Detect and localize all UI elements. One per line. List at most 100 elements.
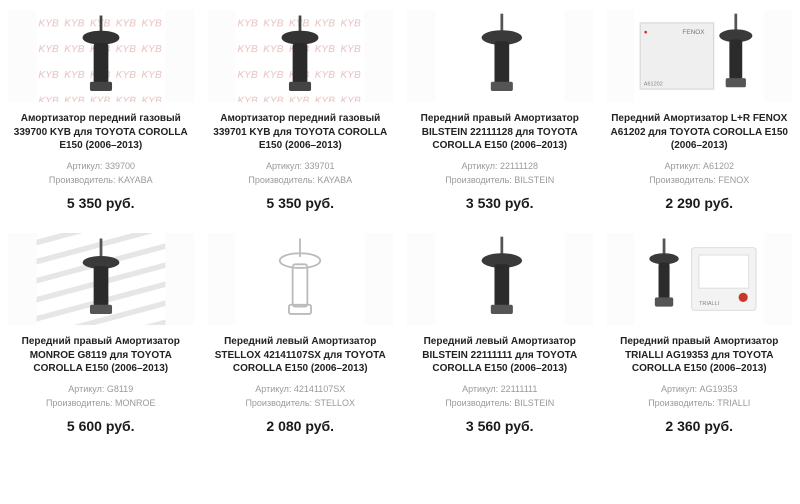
- manufacturer-label: Производитель:: [46, 398, 115, 408]
- sku-label: Артикул:: [68, 384, 107, 394]
- sku-value: AG19353: [700, 384, 738, 394]
- product-price: 5 600 руб.: [8, 418, 194, 434]
- manufacturer-label: Производитель:: [248, 175, 317, 185]
- product-manufacturer: Производитель: FENOX: [607, 174, 793, 188]
- product-sku: Артикул: 42141107SX: [208, 383, 394, 397]
- product-meta: Артикул: 42141107SXПроизводитель: STELLO…: [208, 383, 394, 410]
- product-card[interactable]: Передний левый Амортизатор STELLOX 42141…: [204, 227, 398, 444]
- manufacturer-label: Производитель:: [445, 398, 514, 408]
- product-card[interactable]: KYB Амортизатор передний газовый 339700 …: [4, 4, 198, 221]
- manufacturer-value: MONROE: [115, 398, 156, 408]
- price-value: 5 600: [67, 418, 102, 434]
- sku-label: Артикул:: [255, 384, 294, 394]
- sku-label: Артикул:: [661, 384, 700, 394]
- product-manufacturer: Производитель: TRIALLI: [607, 397, 793, 411]
- product-meta: Артикул: 22111111Производитель: BILSTEIN: [407, 383, 593, 410]
- product-manufacturer: Производитель: KAYABA: [8, 174, 194, 188]
- product-card[interactable]: KYB Амортизатор передний газовый 339701 …: [204, 4, 398, 221]
- product-price: 2 360 руб.: [607, 418, 793, 434]
- price-value: 5 350: [266, 195, 301, 211]
- sku-value: 22111128: [500, 161, 538, 171]
- manufacturer-value: KAYABA: [118, 175, 153, 185]
- product-sku: Артикул: A61202: [607, 160, 793, 174]
- manufacturer-value: BILSTEIN: [514, 398, 554, 408]
- product-sku: Артикул: 22111111: [407, 383, 593, 397]
- product-manufacturer: Производитель: KAYABA: [208, 174, 394, 188]
- price-currency: руб.: [700, 418, 733, 434]
- product-title[interactable]: Передний правый Амортизатор TRIALLI AG19…: [607, 335, 793, 377]
- svg-text:A61202: A61202: [644, 81, 663, 87]
- manufacturer-label: Производитель:: [245, 398, 314, 408]
- price-currency: руб.: [700, 195, 733, 211]
- product-card[interactable]: Передний левый Амортизатор BILSTEIN 2211…: [403, 227, 597, 444]
- product-card[interactable]: Передний правый Амортизатор BILSTEIN 221…: [403, 4, 597, 221]
- sku-value: 42141107SX: [294, 384, 345, 394]
- product-price: 2 290 руб.: [607, 195, 793, 211]
- product-price: 3 560 руб.: [407, 418, 593, 434]
- svg-text:●: ●: [644, 29, 648, 36]
- sku-value: 339701: [305, 161, 335, 171]
- product-meta: Артикул: G8119 Производитель: MONROE: [8, 383, 194, 410]
- product-title[interactable]: Передний правый Амортизатор BILSTEIN 221…: [407, 112, 593, 154]
- product-sku: Артикул: 339701: [208, 160, 394, 174]
- product-title[interactable]: Передний правый Амортизатор MONROE G8119…: [8, 335, 194, 377]
- product-title[interactable]: Передний Амортизатор L+R FENOX A61202 дл…: [607, 112, 793, 154]
- product-image: [8, 233, 194, 325]
- manufacturer-label: Производитель:: [649, 175, 718, 185]
- product-sku: Артикул: 22111128: [407, 160, 593, 174]
- price-value: 3 530: [466, 195, 501, 211]
- manufacturer-value: TRIALLI: [717, 398, 750, 408]
- product-sku: Артикул: AG19353: [607, 383, 793, 397]
- manufacturer-label: Производитель:: [49, 175, 118, 185]
- product-meta: Артикул: 339700Производитель: KAYABA: [8, 160, 194, 187]
- product-title[interactable]: Передний левый Амортизатор BILSTEIN 2211…: [407, 335, 593, 377]
- price-currency: руб.: [301, 418, 334, 434]
- price-currency: руб.: [501, 418, 534, 434]
- sku-label: Артикул:: [461, 161, 500, 171]
- product-meta: Артикул: A61202Производитель: FENOX: [607, 160, 793, 187]
- product-manufacturer: Производитель: BILSTEIN: [407, 174, 593, 188]
- product-image: KYB: [8, 10, 194, 102]
- price-currency: руб.: [501, 195, 534, 211]
- manufacturer-value: KAYABA: [317, 175, 352, 185]
- product-meta: Артикул: 22111128Производитель: BILSTEIN: [407, 160, 593, 187]
- product-image: [407, 233, 593, 325]
- product-price: 3 530 руб.: [407, 195, 593, 211]
- product-image: TRIALLI: [607, 233, 793, 325]
- manufacturer-value: STELLOX: [315, 398, 356, 408]
- product-card[interactable]: Передний правый Амортизатор MONROE G8119…: [4, 227, 198, 444]
- svg-text:FENOX: FENOX: [683, 29, 706, 36]
- sku-value: 339700: [105, 161, 135, 171]
- sku-value: A61202: [703, 161, 734, 171]
- manufacturer-label: Производитель:: [445, 175, 514, 185]
- product-image: KYB: [208, 10, 394, 102]
- product-price: 5 350 руб.: [8, 195, 194, 211]
- product-card[interactable]: TRIALLI Передний правый Амортизатор TRIA…: [603, 227, 797, 444]
- price-currency: руб.: [102, 418, 135, 434]
- product-meta: Артикул: AG19353Производитель: TRIALLI: [607, 383, 793, 410]
- product-title[interactable]: Амортизатор передний газовый 339700 KYB …: [8, 112, 194, 154]
- manufacturer-value: BILSTEIN: [514, 175, 554, 185]
- manufacturer-value: FENOX: [718, 175, 749, 185]
- sku-label: Артикул:: [462, 384, 501, 394]
- product-title[interactable]: Передний левый Амортизатор STELLOX 42141…: [208, 335, 394, 377]
- product-card[interactable]: ● FENOX A61202 Передний Амортизатор L+R …: [603, 4, 797, 221]
- price-value: 5 350: [67, 195, 102, 211]
- svg-text:TRIALLI: TRIALLI: [699, 301, 720, 307]
- product-price: 5 350 руб.: [208, 195, 394, 211]
- sku-value: G8119: [107, 384, 133, 394]
- product-manufacturer: Производитель: BILSTEIN: [407, 397, 593, 411]
- product-price: 2 080 руб.: [208, 418, 394, 434]
- product-title[interactable]: Амортизатор передний газовый 339701 KYB …: [208, 112, 394, 154]
- product-image: ● FENOX A61202: [607, 10, 793, 102]
- product-manufacturer: Производитель: STELLOX: [208, 397, 394, 411]
- product-sku: Артикул: 339700: [8, 160, 194, 174]
- price-value: 2 360: [665, 418, 700, 434]
- product-manufacturer: Производитель: MONROE: [8, 397, 194, 411]
- price-currency: руб.: [301, 195, 334, 211]
- sku-label: Артикул:: [664, 161, 703, 171]
- sku-label: Артикул:: [66, 161, 105, 171]
- sku-label: Артикул:: [266, 161, 305, 171]
- product-image: [208, 233, 394, 325]
- price-value: 2 290: [665, 195, 700, 211]
